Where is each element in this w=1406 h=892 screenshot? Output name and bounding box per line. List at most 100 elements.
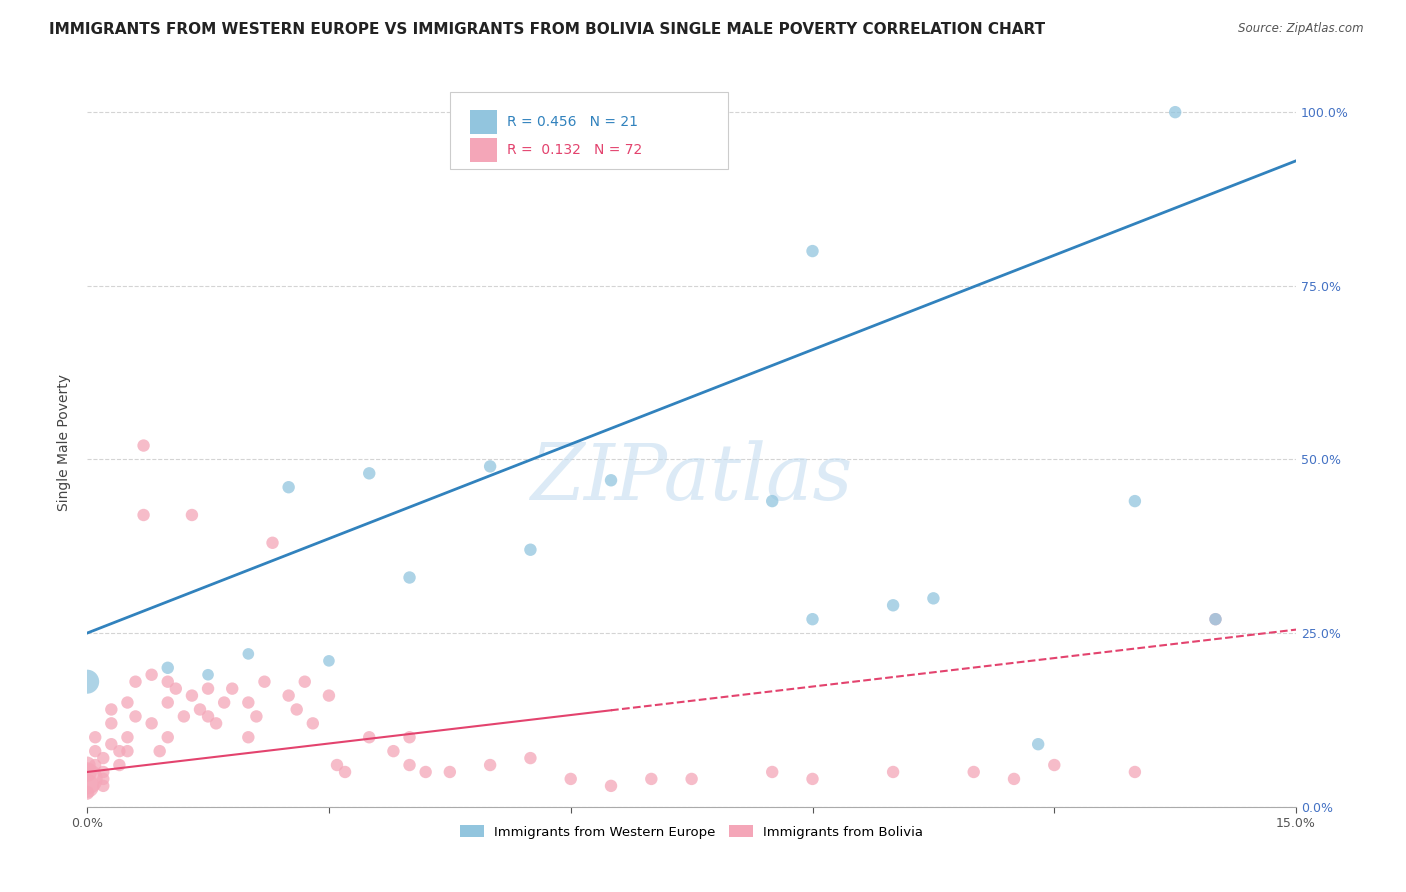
Point	[181, 689, 204, 703]
Point	[801, 772, 824, 786]
Point	[76, 772, 98, 786]
Point	[1123, 764, 1146, 779]
Point	[238, 696, 260, 710]
Bar	[471, 110, 496, 134]
Point	[398, 570, 420, 584]
Point	[519, 751, 541, 765]
Point	[238, 647, 260, 661]
Point	[188, 702, 211, 716]
Point	[1205, 612, 1227, 626]
Point	[76, 764, 98, 779]
Point	[1026, 737, 1049, 751]
Point	[84, 758, 107, 772]
Point	[262, 535, 284, 549]
Text: ZIPatlas: ZIPatlas	[530, 441, 853, 516]
Point	[761, 494, 783, 508]
Point	[1043, 758, 1066, 772]
Point	[245, 709, 267, 723]
Point	[560, 772, 582, 786]
Point	[333, 764, 356, 779]
Point	[91, 751, 114, 765]
Point	[117, 696, 139, 710]
Point	[253, 674, 276, 689]
Point	[600, 473, 623, 487]
Point	[100, 716, 122, 731]
Point	[479, 459, 502, 474]
Point	[1164, 105, 1187, 120]
Point	[124, 674, 146, 689]
Point	[91, 779, 114, 793]
Point	[326, 758, 349, 772]
Bar	[471, 137, 496, 161]
Point	[197, 667, 219, 681]
Point	[141, 667, 163, 681]
Point	[398, 758, 420, 772]
Point	[84, 731, 107, 745]
Point	[84, 744, 107, 758]
Point	[221, 681, 243, 696]
Point	[124, 709, 146, 723]
Point	[882, 599, 904, 613]
Point	[382, 744, 405, 758]
Legend: Immigrants from Western Europe, Immigrants from Bolivia: Immigrants from Western Europe, Immigran…	[454, 820, 928, 844]
Point	[640, 105, 662, 120]
Point	[181, 508, 204, 522]
Point	[882, 764, 904, 779]
Y-axis label: Single Male Poverty: Single Male Poverty	[58, 374, 72, 510]
Point	[108, 744, 131, 758]
Point	[359, 467, 381, 481]
Point	[640, 772, 662, 786]
Point	[801, 244, 824, 258]
Point	[76, 779, 98, 793]
Point	[156, 661, 179, 675]
Point	[277, 480, 299, 494]
Point	[277, 689, 299, 703]
Point	[600, 779, 623, 793]
Point	[359, 731, 381, 745]
Point	[205, 716, 228, 731]
Point	[165, 681, 187, 696]
Point	[1123, 494, 1146, 508]
Point	[132, 508, 155, 522]
Point	[519, 542, 541, 557]
Point	[100, 737, 122, 751]
Point	[149, 744, 172, 758]
Point	[398, 731, 420, 745]
Text: IMMIGRANTS FROM WESTERN EUROPE VS IMMIGRANTS FROM BOLIVIA SINGLE MALE POVERTY CO: IMMIGRANTS FROM WESTERN EUROPE VS IMMIGR…	[49, 22, 1045, 37]
Point	[761, 764, 783, 779]
Text: R = 0.456   N = 21: R = 0.456 N = 21	[506, 115, 638, 129]
Point	[117, 744, 139, 758]
Point	[318, 689, 340, 703]
Point	[212, 696, 235, 710]
Point	[479, 758, 502, 772]
Point	[1002, 772, 1025, 786]
Point	[100, 702, 122, 716]
Point	[132, 438, 155, 452]
Point	[681, 772, 703, 786]
Point	[922, 591, 945, 606]
Text: R =  0.132   N = 72: R = 0.132 N = 72	[506, 143, 643, 157]
Point	[439, 764, 461, 779]
Text: Source: ZipAtlas.com: Source: ZipAtlas.com	[1239, 22, 1364, 36]
Point	[91, 764, 114, 779]
Point	[285, 702, 308, 716]
FancyBboxPatch shape	[450, 92, 728, 169]
Point	[963, 764, 986, 779]
Point	[197, 681, 219, 696]
Point	[156, 731, 179, 745]
Point	[156, 696, 179, 710]
Point	[141, 716, 163, 731]
Point	[76, 786, 98, 800]
Point	[1205, 612, 1227, 626]
Point	[173, 709, 195, 723]
Point	[294, 674, 316, 689]
Point	[76, 758, 98, 772]
Point	[415, 764, 437, 779]
Point	[76, 674, 98, 689]
Point	[318, 654, 340, 668]
Point	[156, 674, 179, 689]
Point	[801, 612, 824, 626]
Point	[238, 731, 260, 745]
Point	[301, 716, 323, 731]
Point	[117, 731, 139, 745]
